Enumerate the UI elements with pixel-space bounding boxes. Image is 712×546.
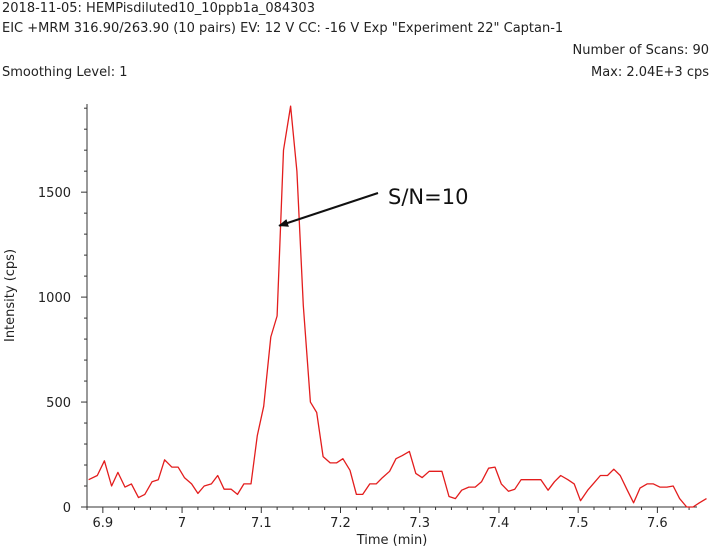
x-tick-label: 7.1 [251,516,272,531]
y-tick-label: 1500 [38,186,71,201]
annotation-label: S/N=10 [388,185,468,209]
chart-file-title: 2018-11-05: HEMPisdiluted10_10ppb1a_0843… [2,1,315,16]
x-tick-label: 7.3 [409,516,430,531]
annotation-arrow [278,192,379,227]
x-tick-label: 7 [178,516,186,531]
smoothing-level: Smoothing Level: 1 [2,65,128,80]
y-tick-label: 1000 [38,291,71,306]
x-tick-label: 7.2 [330,516,351,531]
chart-trace-description: EIC +MRM 316.90/263.90 (10 pairs) EV: 12… [2,21,564,36]
number-of-scans: Number of Scans: 90 [572,43,709,58]
x-tick-label: 7.5 [568,516,589,531]
max-intensity: Max: 2.04E+3 cps [590,65,709,80]
chart-ticks: 0 500 1000 1500 6.9 7 7.1 7.2 7.3 7.4 7.5 7.6 [38,107,690,531]
y-tick-label: 500 [46,396,71,411]
x-tick-label: 6.9 [93,516,114,531]
x-tick-label: 7.6 [647,516,668,531]
x-tick-label: 7.4 [489,516,510,531]
y-tick-label: 0 [63,501,71,516]
series-line [88,105,707,508]
chart-axes [86,104,697,508]
y-axis-label: Intensity (cps) [3,249,18,342]
x-axis-label: Time (min) [356,533,428,546]
chart-series [88,105,707,508]
